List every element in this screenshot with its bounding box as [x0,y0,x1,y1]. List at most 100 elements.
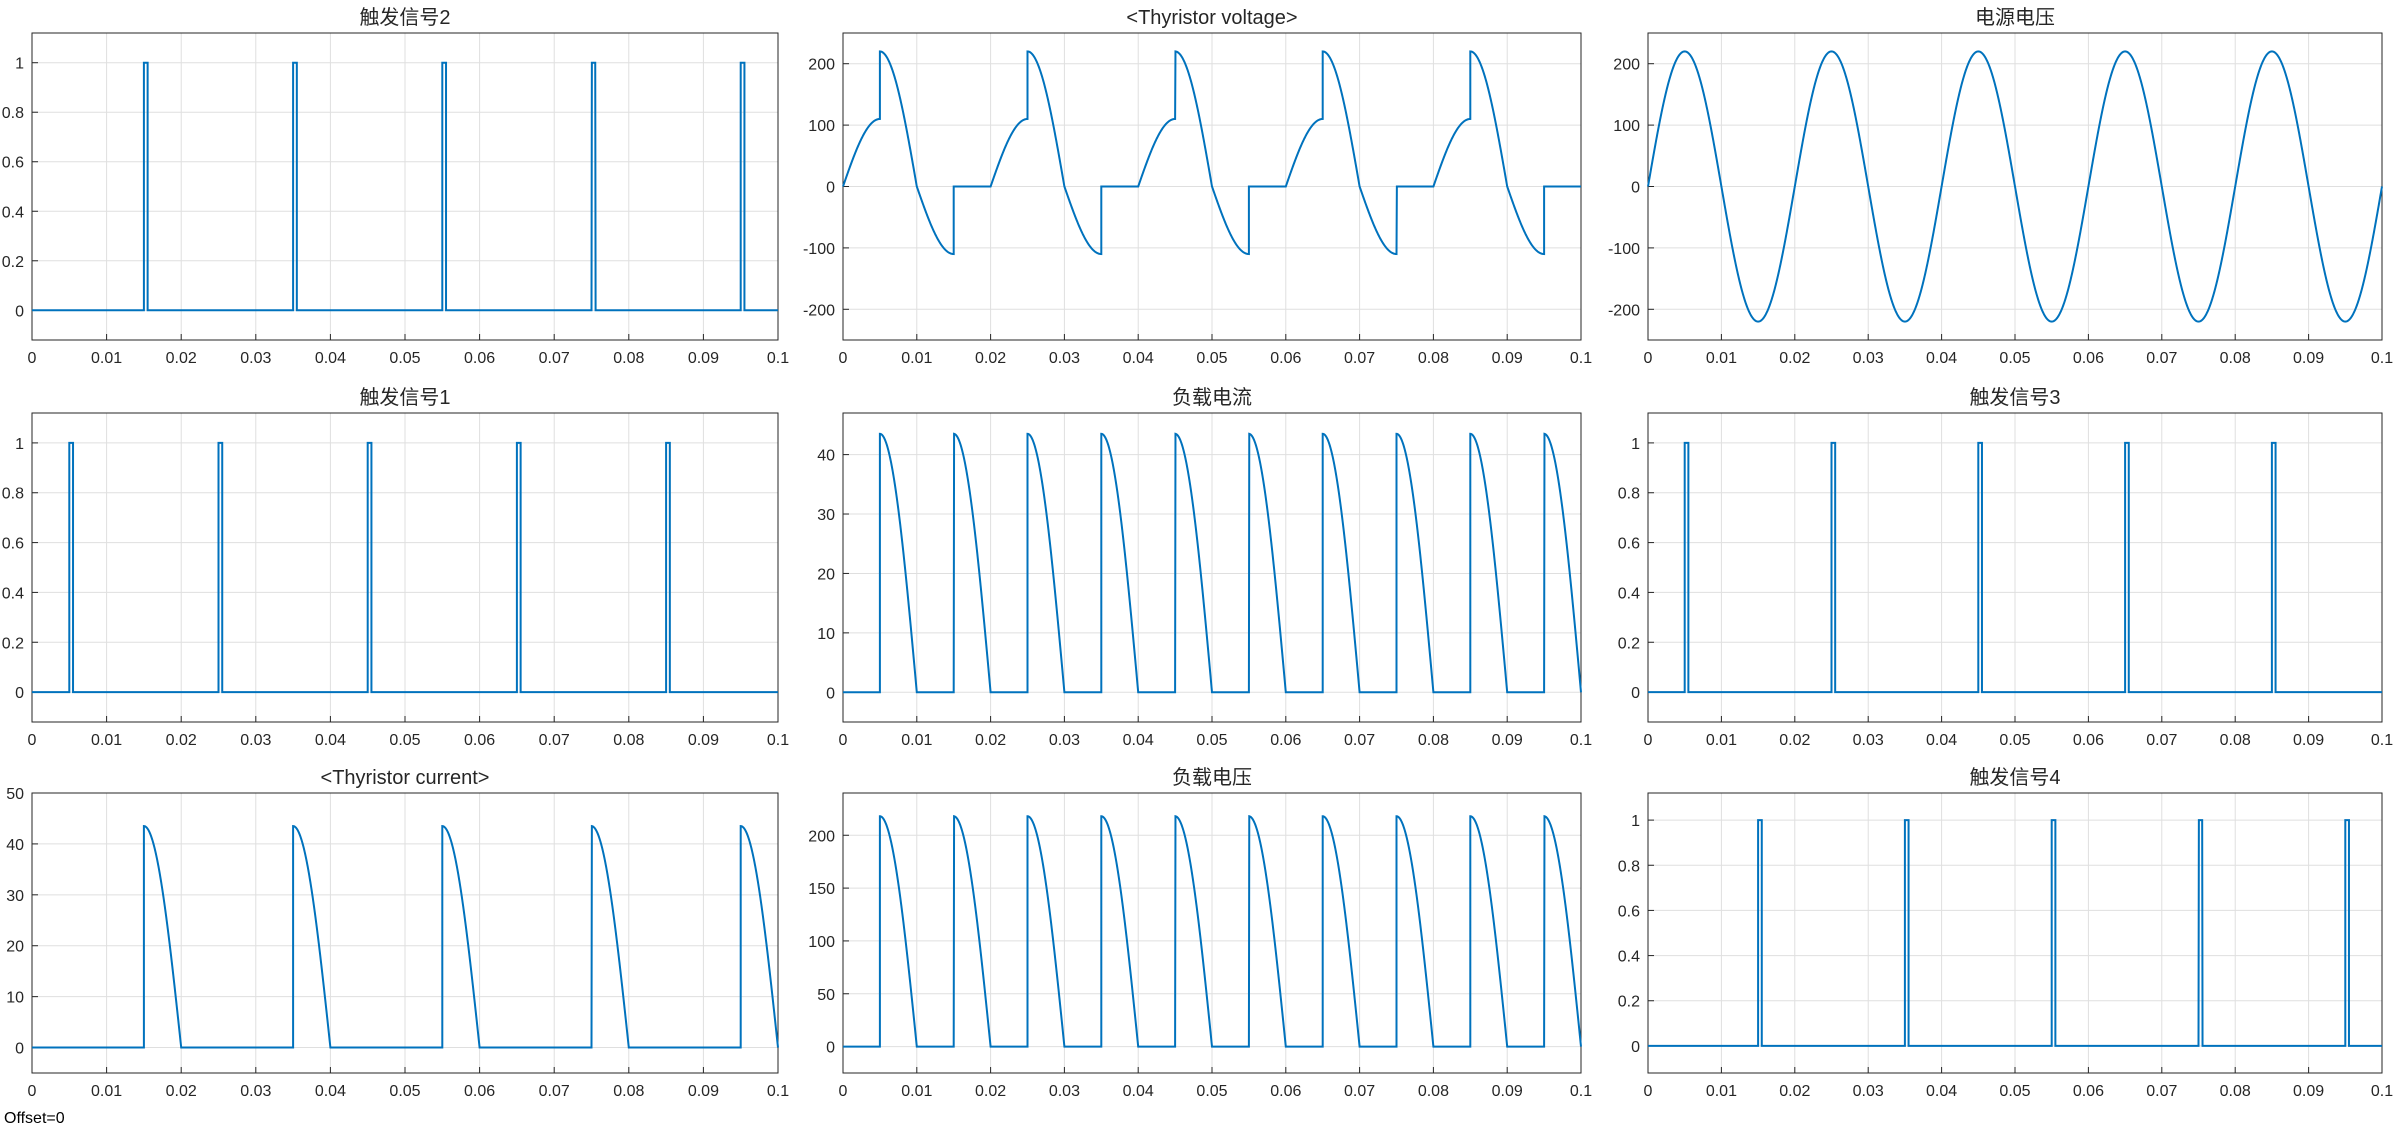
x-tick-label: 0.09 [688,350,719,367]
x-tick-label: 0.04 [1123,350,1154,367]
axes-box [842,412,1582,723]
x-tick-label: 0.09 [1492,350,1523,367]
y-tick-label: 50 [817,987,835,1004]
subplot-title: 电源电压 [1975,6,2055,29]
y-tick-label: -100 [1608,241,1640,258]
subplot-title: 负载电压 [1172,766,1252,789]
x-tick-label: 0.1 [767,350,789,367]
x-tick-label: 0.01 [91,732,122,749]
x-tick-label: 0.1 [1570,350,1592,367]
y-tick-label: 100 [1613,118,1640,135]
x-tick-label: 0.06 [464,1083,495,1100]
x-tick-label: 0.04 [315,732,346,749]
x-tick-label: 0.09 [2293,732,2324,749]
signal-trace [842,50,1581,256]
subplot-8: 0 0.01 0.02 0.03 0.04 0.05 0.06 0.07 0.08 0.09 0.1… [808,766,1592,1100]
y-tick-label: 0 [1631,180,1640,197]
subplot-5: 0 0.01 0.02 0.03 0.04 0.05 0.06 0.07 0.08 0.09 0.1… [817,386,1592,749]
y-tick-label: 0.6 [1618,536,1640,553]
x-tick-label: 0.09 [1492,732,1523,749]
x-tick-label: 0.03 [1049,350,1080,367]
x-tick-label: 0.03 [240,350,271,367]
x-tick-label: 0 [839,1083,848,1100]
x-tick-label: 0.07 [1344,350,1375,367]
subplot-3: 0 0.01 0.02 0.03 0.04 0.05 0.06 0.07 0.08 0.09 0.1… [1608,6,2393,367]
x-tick-label: 0.1 [767,732,789,749]
y-tick-label: -200 [803,302,835,319]
x-tick-label: 0.03 [1853,350,1884,367]
y-tick-label: 30 [6,888,24,905]
x-tick-label: 0.08 [613,732,644,749]
subplot-title: 触发信号2 [359,6,450,29]
x-tick-label: 0.06 [1270,732,1301,749]
y-tick-label: 200 [1613,57,1640,74]
subplot-6: 0 0.01 0.02 0.03 0.04 0.05 0.06 0.07 0.08 0.09 0.1… [1618,386,2393,749]
x-tick-label: 0.08 [1418,732,1449,749]
x-tick-label: 0.01 [91,1083,122,1100]
y-tick-label: 0.6 [1618,903,1640,920]
x-tick-label: 0.03 [240,1083,271,1100]
x-tick-label: 0.06 [1270,1083,1301,1100]
x-tick-label: 0.04 [315,1083,346,1100]
x-tick-label: 0.05 [389,1083,420,1100]
x-tick-label: 0 [1644,732,1653,749]
x-tick-label: 0.07 [2146,350,2177,367]
y-tick-label: 0.6 [2,155,24,172]
x-tick-label: 0.01 [1706,1083,1737,1100]
x-tick-label: 0.02 [166,1083,197,1100]
x-tick-label: 0.09 [688,1083,719,1100]
y-tick-label: 10 [6,990,24,1007]
x-tick-label: 0.06 [2073,732,2104,749]
x-tick-label: 0.02 [975,350,1006,367]
x-tick-label: 0.08 [613,1083,644,1100]
x-tick-label: 0.03 [1049,732,1080,749]
x-tick-label: 0.02 [1779,1083,1810,1100]
x-tick-label: 0.06 [464,732,495,749]
x-tick-label: 0 [28,350,37,367]
signal-trace [1648,819,2382,1047]
x-tick-label: 0.04 [1926,1083,1957,1100]
x-tick-label: 0.02 [166,732,197,749]
y-tick-label: 200 [808,57,835,74]
y-tick-label: 0 [826,180,835,197]
x-tick-label: 0.1 [2371,350,2393,367]
x-tick-label: 0.05 [1196,1083,1227,1100]
x-tick-label: 0.03 [1853,732,1884,749]
y-tick-label: 30 [817,507,835,524]
x-tick-label: 0.08 [1418,1083,1449,1100]
y-tick-label: 20 [817,566,835,583]
x-tick-label: 0.05 [1999,732,2030,749]
x-tick-label: 0.01 [1706,350,1737,367]
subplot-7: 0 0.01 0.02 0.03 0.04 0.05 0.06 0.07 0.08 0.09 0.1… [6,767,789,1100]
x-tick-label: 0.08 [2220,350,2251,367]
signal-trace [1647,50,2383,323]
y-tick-label: 1 [1631,436,1640,453]
y-tick-label: 0.4 [2,585,24,602]
x-tick-label: 0.05 [1999,350,2030,367]
x-tick-label: 0.07 [1344,732,1375,749]
x-tick-label: 0 [1644,350,1653,367]
x-tick-label: 0.03 [1853,1083,1884,1100]
x-tick-label: 0.1 [1570,732,1592,749]
x-tick-label: 0.1 [2371,1083,2393,1100]
x-tick-label: 0.03 [240,732,271,749]
y-tick-label: 0 [1631,685,1640,702]
subplot-1: 0 0.01 0.02 0.03 0.04 0.05 0.06 0.07 0.08 0.09 0.1… [2,6,789,367]
y-tick-label: 0.8 [2,486,24,503]
y-tick-label: 0.2 [1618,994,1640,1011]
y-tick-label: 0.8 [2,105,24,122]
axes-box [31,792,779,1074]
signal-trace [32,441,778,694]
x-tick-label: 0.04 [315,350,346,367]
x-tick-label: 0.05 [389,350,420,367]
x-tick-label: 0.02 [975,732,1006,749]
y-tick-label: 0.4 [1618,585,1640,602]
x-tick-label: 0.01 [901,1083,932,1100]
subplot-title: 触发信号1 [359,386,450,409]
y-tick-label: 0 [15,1041,24,1058]
x-tick-label: 0.07 [539,350,570,367]
y-tick-label: 0.4 [2,204,24,221]
x-tick-label: 0.06 [1270,350,1301,367]
x-tick-label: 0.07 [2146,1083,2177,1100]
